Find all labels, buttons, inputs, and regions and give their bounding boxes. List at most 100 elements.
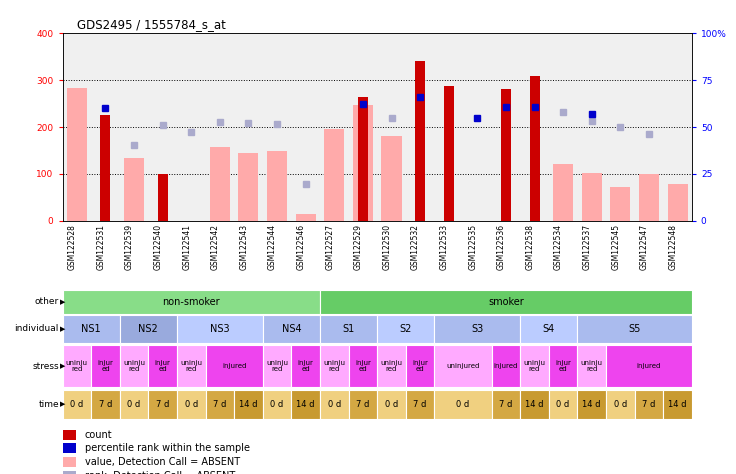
Bar <box>63 430 76 440</box>
Bar <box>434 315 520 343</box>
Bar <box>210 147 230 221</box>
Bar <box>325 129 344 221</box>
Text: time: time <box>38 400 59 409</box>
Bar <box>149 390 177 419</box>
Bar <box>501 90 511 221</box>
Text: GSM122542: GSM122542 <box>211 224 220 270</box>
Text: S3: S3 <box>471 324 484 334</box>
Text: S1: S1 <box>342 324 355 334</box>
Text: 0 d: 0 d <box>270 400 283 409</box>
Bar <box>529 76 539 221</box>
Bar <box>120 390 149 419</box>
Text: GSM122536: GSM122536 <box>497 224 506 271</box>
Bar <box>578 315 692 343</box>
Text: stress: stress <box>32 362 59 371</box>
Text: GDS2495 / 1555784_s_at: GDS2495 / 1555784_s_at <box>77 18 226 31</box>
Text: 0 d: 0 d <box>385 400 398 409</box>
Bar <box>291 345 320 387</box>
Text: uninjured: uninjured <box>446 363 480 369</box>
Text: uninju
red: uninju red <box>323 360 345 372</box>
Bar <box>553 164 573 221</box>
Text: GSM122546: GSM122546 <box>297 224 305 271</box>
Text: 7 d: 7 d <box>356 400 369 409</box>
Text: 0 d: 0 d <box>70 400 83 409</box>
Bar <box>263 345 291 387</box>
Bar <box>377 345 406 387</box>
Text: GSM122535: GSM122535 <box>468 224 478 271</box>
Bar <box>320 390 349 419</box>
Text: 14 d: 14 d <box>526 400 544 409</box>
Bar <box>415 61 425 221</box>
Text: injured: injured <box>222 363 247 369</box>
Bar <box>549 390 578 419</box>
Bar <box>267 151 287 221</box>
Text: GSM122548: GSM122548 <box>668 224 678 270</box>
Text: S2: S2 <box>400 324 412 334</box>
Bar <box>296 214 316 221</box>
Bar <box>120 345 149 387</box>
Text: count: count <box>85 430 113 440</box>
Bar <box>63 345 91 387</box>
Bar <box>578 390 606 419</box>
Text: 7 d: 7 d <box>499 400 512 409</box>
Bar <box>120 315 177 343</box>
Bar <box>578 345 606 387</box>
Text: uninju
red: uninju red <box>581 360 603 372</box>
Bar <box>377 390 406 419</box>
Text: GSM122547: GSM122547 <box>640 224 649 271</box>
Text: injur
ed: injur ed <box>355 360 371 372</box>
Text: rank, Detection Call = ABSENT: rank, Detection Call = ABSENT <box>85 471 235 474</box>
Text: ▶: ▶ <box>60 299 65 305</box>
Text: injur
ed: injur ed <box>412 360 428 372</box>
Bar <box>205 345 263 387</box>
Bar <box>205 390 234 419</box>
Bar <box>520 345 549 387</box>
Text: GSM122541: GSM122541 <box>183 224 191 270</box>
Text: GSM122533: GSM122533 <box>439 224 449 271</box>
Text: percentile rank within the sample: percentile rank within the sample <box>85 443 250 453</box>
Bar <box>124 158 144 221</box>
Bar <box>63 444 76 453</box>
Bar <box>668 184 687 221</box>
Bar <box>520 315 578 343</box>
Bar <box>149 345 177 387</box>
Bar <box>406 390 434 419</box>
Text: injur
ed: injur ed <box>555 360 571 372</box>
Text: individual: individual <box>15 325 59 333</box>
Bar <box>177 315 263 343</box>
Bar <box>492 390 520 419</box>
Bar <box>177 345 205 387</box>
Bar <box>606 390 634 419</box>
Text: uninju
red: uninju red <box>123 360 145 372</box>
Text: NS1: NS1 <box>82 324 101 334</box>
Bar <box>353 105 373 221</box>
Text: other: other <box>35 298 59 306</box>
Bar <box>444 86 453 221</box>
Text: GSM122538: GSM122538 <box>526 224 534 270</box>
Text: 7 d: 7 d <box>213 400 227 409</box>
Bar <box>63 291 320 313</box>
Bar <box>320 345 349 387</box>
Text: GSM122543: GSM122543 <box>239 224 249 271</box>
Text: NS2: NS2 <box>138 324 158 334</box>
Text: GSM122530: GSM122530 <box>383 224 392 271</box>
Text: 0 d: 0 d <box>328 400 341 409</box>
Text: ▶: ▶ <box>60 363 65 369</box>
Text: 14 d: 14 d <box>297 400 315 409</box>
Text: S4: S4 <box>542 324 555 334</box>
Bar <box>238 153 258 221</box>
Bar <box>234 390 263 419</box>
Text: injur
ed: injur ed <box>98 360 113 372</box>
Bar <box>377 315 434 343</box>
Text: 7 d: 7 d <box>643 400 656 409</box>
Bar <box>263 315 320 343</box>
Bar <box>63 390 91 419</box>
Bar <box>381 137 402 221</box>
Bar <box>610 187 630 221</box>
Text: 0 d: 0 d <box>456 400 470 409</box>
Bar <box>349 390 377 419</box>
Bar <box>358 98 368 221</box>
Text: GSM122532: GSM122532 <box>411 224 420 270</box>
Text: GSM122528: GSM122528 <box>68 224 77 270</box>
Text: GSM122534: GSM122534 <box>554 224 563 271</box>
